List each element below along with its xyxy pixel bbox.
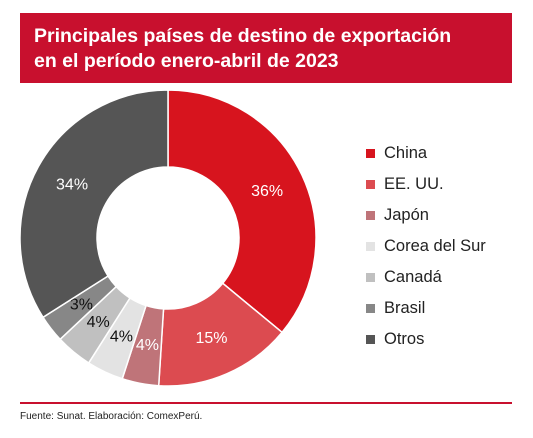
legend-label-5: Brasil xyxy=(384,299,426,317)
legend-item-5: Brasil xyxy=(366,293,486,324)
slice-label-0: 36% xyxy=(251,183,283,200)
slice-label-3: 4% xyxy=(110,329,133,346)
slice-label-2: 4% xyxy=(136,337,159,354)
legend-swatch-4 xyxy=(366,273,375,282)
legend-swatch-0 xyxy=(366,149,375,158)
title-bar: Principales países de destino de exporta… xyxy=(20,13,512,83)
legend-swatch-3 xyxy=(366,242,375,251)
slice-label-6: 34% xyxy=(56,177,88,194)
legend-item-3: Corea del Sur xyxy=(366,231,486,262)
source-note: Fuente: Sunat. Elaboración: ComexPerú. xyxy=(20,411,203,422)
chart-title: Principales países de destino de exporta… xyxy=(34,25,452,72)
legend-item-4: Canadá xyxy=(366,262,486,293)
legend-label-1: EE. UU. xyxy=(384,175,444,193)
legend-swatch-1 xyxy=(366,180,375,189)
legend-swatch-5 xyxy=(366,304,375,313)
legend-item-1: EE. UU. xyxy=(366,169,486,200)
slice-6 xyxy=(19,89,169,319)
footer-divider xyxy=(20,402,512,404)
legend-label-6: Otros xyxy=(384,330,425,348)
slice-label-4: 4% xyxy=(87,314,110,331)
legend-item-0: China xyxy=(366,138,486,169)
legend-label-4: Canadá xyxy=(384,268,442,286)
legend-label-0: China xyxy=(384,144,428,162)
legend-item-2: Japón xyxy=(366,200,486,231)
legend-label-3: Corea del Sur xyxy=(384,237,486,255)
slice-label-5: 3% xyxy=(70,297,93,314)
legend-swatch-6 xyxy=(366,335,375,344)
slice-0 xyxy=(167,89,317,334)
legend-label-2: Japón xyxy=(384,206,429,224)
legend-swatch-2 xyxy=(366,211,375,220)
chart-legend: China EE. UU. Japón Corea del Sur Canadá Bras… xyxy=(366,138,486,355)
slice-label-1: 15% xyxy=(195,330,227,347)
legend-item-6: Otros xyxy=(366,324,486,355)
